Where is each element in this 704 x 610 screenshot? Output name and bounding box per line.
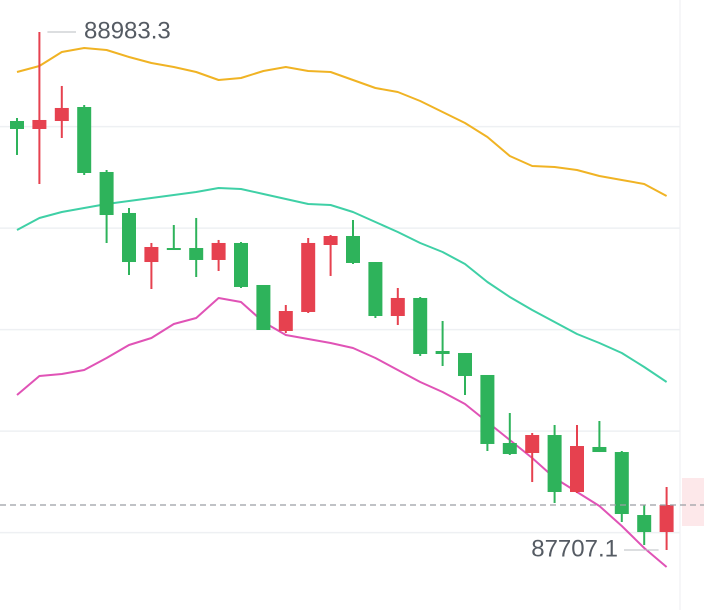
candle-body <box>122 212 136 263</box>
candle-body <box>323 235 338 246</box>
candle-body <box>458 353 472 376</box>
candle-body <box>77 106 92 173</box>
candle-body <box>32 119 47 129</box>
candle-body <box>368 262 383 317</box>
candle-body <box>413 297 428 354</box>
max-label: 88983.3 <box>84 17 171 44</box>
candle-body <box>390 297 405 317</box>
min-label: 87707.1 <box>531 535 618 562</box>
candle-body <box>346 235 360 263</box>
candle-body <box>480 374 495 444</box>
candle-body <box>435 350 450 354</box>
candle-body <box>99 171 114 216</box>
candle-body <box>570 446 584 493</box>
candle-body <box>659 504 674 533</box>
candle-body <box>547 435 562 493</box>
candle-body <box>278 311 293 331</box>
candle-body <box>256 284 271 331</box>
candle-body <box>166 248 181 251</box>
candle-body <box>525 435 540 453</box>
candle-body <box>234 242 248 287</box>
candle-body <box>10 121 24 129</box>
candle-body <box>637 515 652 533</box>
candle-body <box>54 107 69 122</box>
candle-body <box>211 242 226 260</box>
band-line <box>16 47 668 197</box>
candle-body <box>502 443 517 455</box>
price-tag <box>682 478 704 526</box>
candle-body <box>301 242 316 312</box>
candle-body <box>189 248 204 260</box>
candle-body <box>614 452 629 515</box>
candle-body <box>592 446 607 453</box>
candle-body <box>144 246 159 263</box>
band-line <box>16 187 668 383</box>
